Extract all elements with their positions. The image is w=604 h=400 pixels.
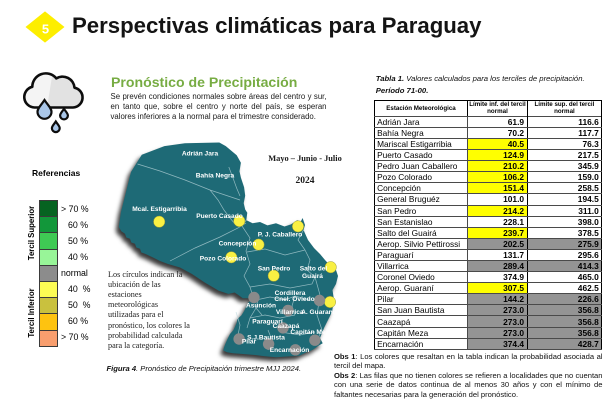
svg-text:Salto del: Salto del [300,266,328,273]
svg-text:Puerto Casado: Puerto Casado [196,213,243,220]
svg-text:Cnel. Oviedo: Cnel. Oviedo [274,296,314,303]
svg-text:Encarnación: Encarnación [270,347,310,354]
svg-text:P. J. Caballero: P. J. Caballero [258,232,303,239]
svg-text:Pilar: Pilar [242,339,257,346]
svg-text:Mcal. Estigarribia: Mcal. Estigarribia [132,206,187,213]
svg-text:Bahía Negra: Bahía Negra [196,173,235,180]
svg-text:Pozo Colorado: Pozo Colorado [200,256,247,263]
svg-text:A. Guaraní: A. Guaraní [301,309,336,316]
svg-text:S.J.Bautista: S.J.Bautista [247,335,285,342]
svg-text:Caazapá: Caazapá [273,323,300,330]
svg-text:Paraguarí: Paraguarí [252,319,284,326]
svg-text:Guairá: Guairá [302,273,323,280]
svg-text:Asunción: Asunción [246,303,276,310]
svg-text:San Pedro: San Pedro [258,266,291,273]
svg-text:Concepción: Concepción [219,241,257,248]
svg-text:5: 5 [42,22,49,37]
svg-text:Cordillera: Cordillera [275,290,306,297]
svg-text:Villarrica: Villarrica [276,309,304,316]
svg-text:Capitán Meza: Capitán Meza [290,329,332,336]
svg-text:Adrián Jara: Adrián Jara [182,151,219,158]
